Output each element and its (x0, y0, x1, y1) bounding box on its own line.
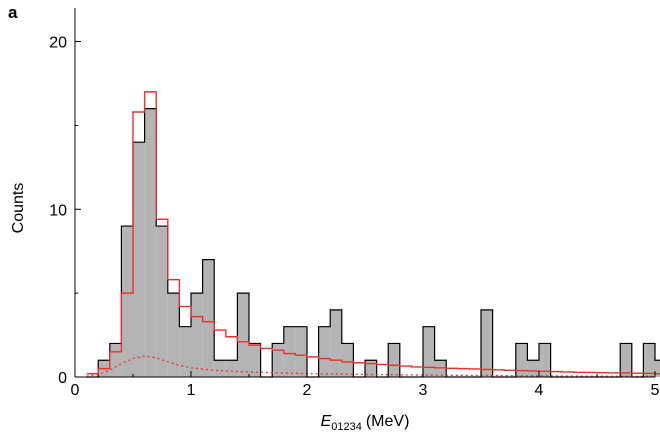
x-axis-label-symbol: E (321, 413, 332, 430)
histogram-bar (191, 293, 203, 377)
histogram-bar (318, 326, 331, 377)
histogram-bar (423, 326, 435, 377)
plot-area: 0 1 2 3 4 5 0 10 20 (49, 8, 660, 399)
histogram-bar (167, 293, 180, 377)
histogram-bar (515, 343, 528, 377)
histogram-bar (620, 343, 632, 377)
x-tick-label: 2 (303, 382, 312, 399)
x-axis-label-subscript: 01234 (331, 421, 362, 433)
histogram-bar (434, 360, 447, 377)
histogram-bar (249, 343, 261, 377)
panel-label: a (8, 3, 18, 22)
histogram-bar (283, 326, 296, 377)
x-tick-label: 5 (651, 382, 660, 399)
histogram-bar (121, 226, 133, 377)
y-tick-label: 10 (49, 202, 67, 219)
y-tick-label: 0 (58, 370, 67, 387)
histogram-bar (527, 360, 539, 377)
model-step-line (86, 91, 660, 375)
histogram-bar (214, 360, 226, 377)
histogram-bar (133, 142, 145, 377)
histogram-bar (109, 343, 122, 377)
histogram-bar (225, 360, 238, 377)
histogram-bar (156, 226, 168, 377)
histogram-bar (295, 326, 307, 377)
histogram-bar (365, 360, 377, 377)
histogram-bar (330, 309, 342, 377)
x-axis-label-unit: (MeV) (366, 413, 410, 430)
x-tick-label: 1 (187, 382, 196, 399)
histogram-bar (539, 343, 551, 377)
x-tick-label: 0 (71, 382, 80, 399)
x-tick-label: 3 (419, 382, 428, 399)
histogram-bar (643, 343, 655, 377)
histogram-bar (202, 259, 215, 377)
histogram-bar (341, 343, 354, 377)
histogram-bar (655, 360, 660, 377)
histogram-bar (388, 343, 400, 377)
histogram-bar (237, 293, 249, 377)
histogram-bar (144, 108, 157, 378)
x-axis-label: E01234 (MeV) (321, 413, 410, 433)
y-axis-label: Counts (10, 183, 27, 234)
histogram-bar (179, 326, 191, 377)
y-tick-label: 20 (49, 35, 67, 52)
histogram-bar (481, 309, 493, 377)
histogram-bar (272, 343, 284, 377)
x-tick-label: 4 (535, 382, 544, 399)
